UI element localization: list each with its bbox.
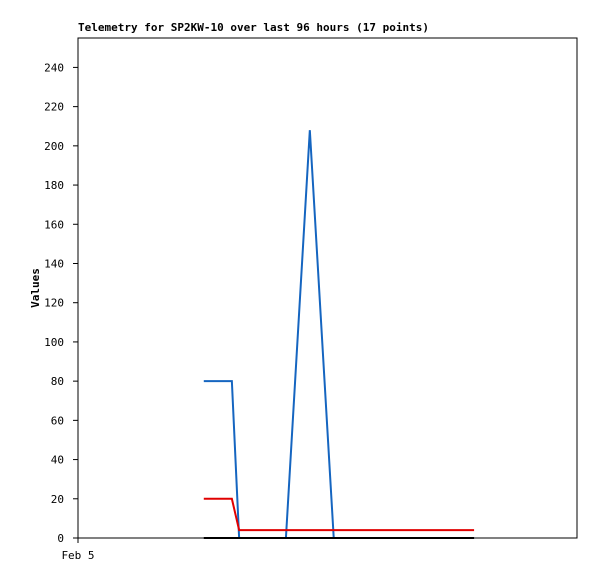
series-line [203,497,475,532]
y-tick-label: 160 [44,218,64,231]
y-tick-label: 100 [44,336,64,349]
y-tick-label: 240 [44,61,64,74]
y-tick-label: 20 [51,493,64,506]
y-tick-label: 140 [44,257,64,270]
plot-frame [77,37,578,539]
y-tick-label: 220 [44,101,64,114]
y-tick-label: 180 [44,179,64,192]
y-tick-label: 200 [44,140,64,153]
y-tick-label: 120 [44,297,64,310]
y-tick-label: 80 [51,375,64,388]
series-line [203,130,475,539]
y-axis-label: Values [29,268,42,308]
y-tick-label: 60 [51,414,64,427]
chart-title: Telemetry for SP2KW-10 over last 96 hour… [78,21,429,34]
y-tick-label: 0 [57,532,64,545]
y-tick-label: 40 [51,454,64,467]
x-tick-label: Feb 5 [61,549,94,562]
